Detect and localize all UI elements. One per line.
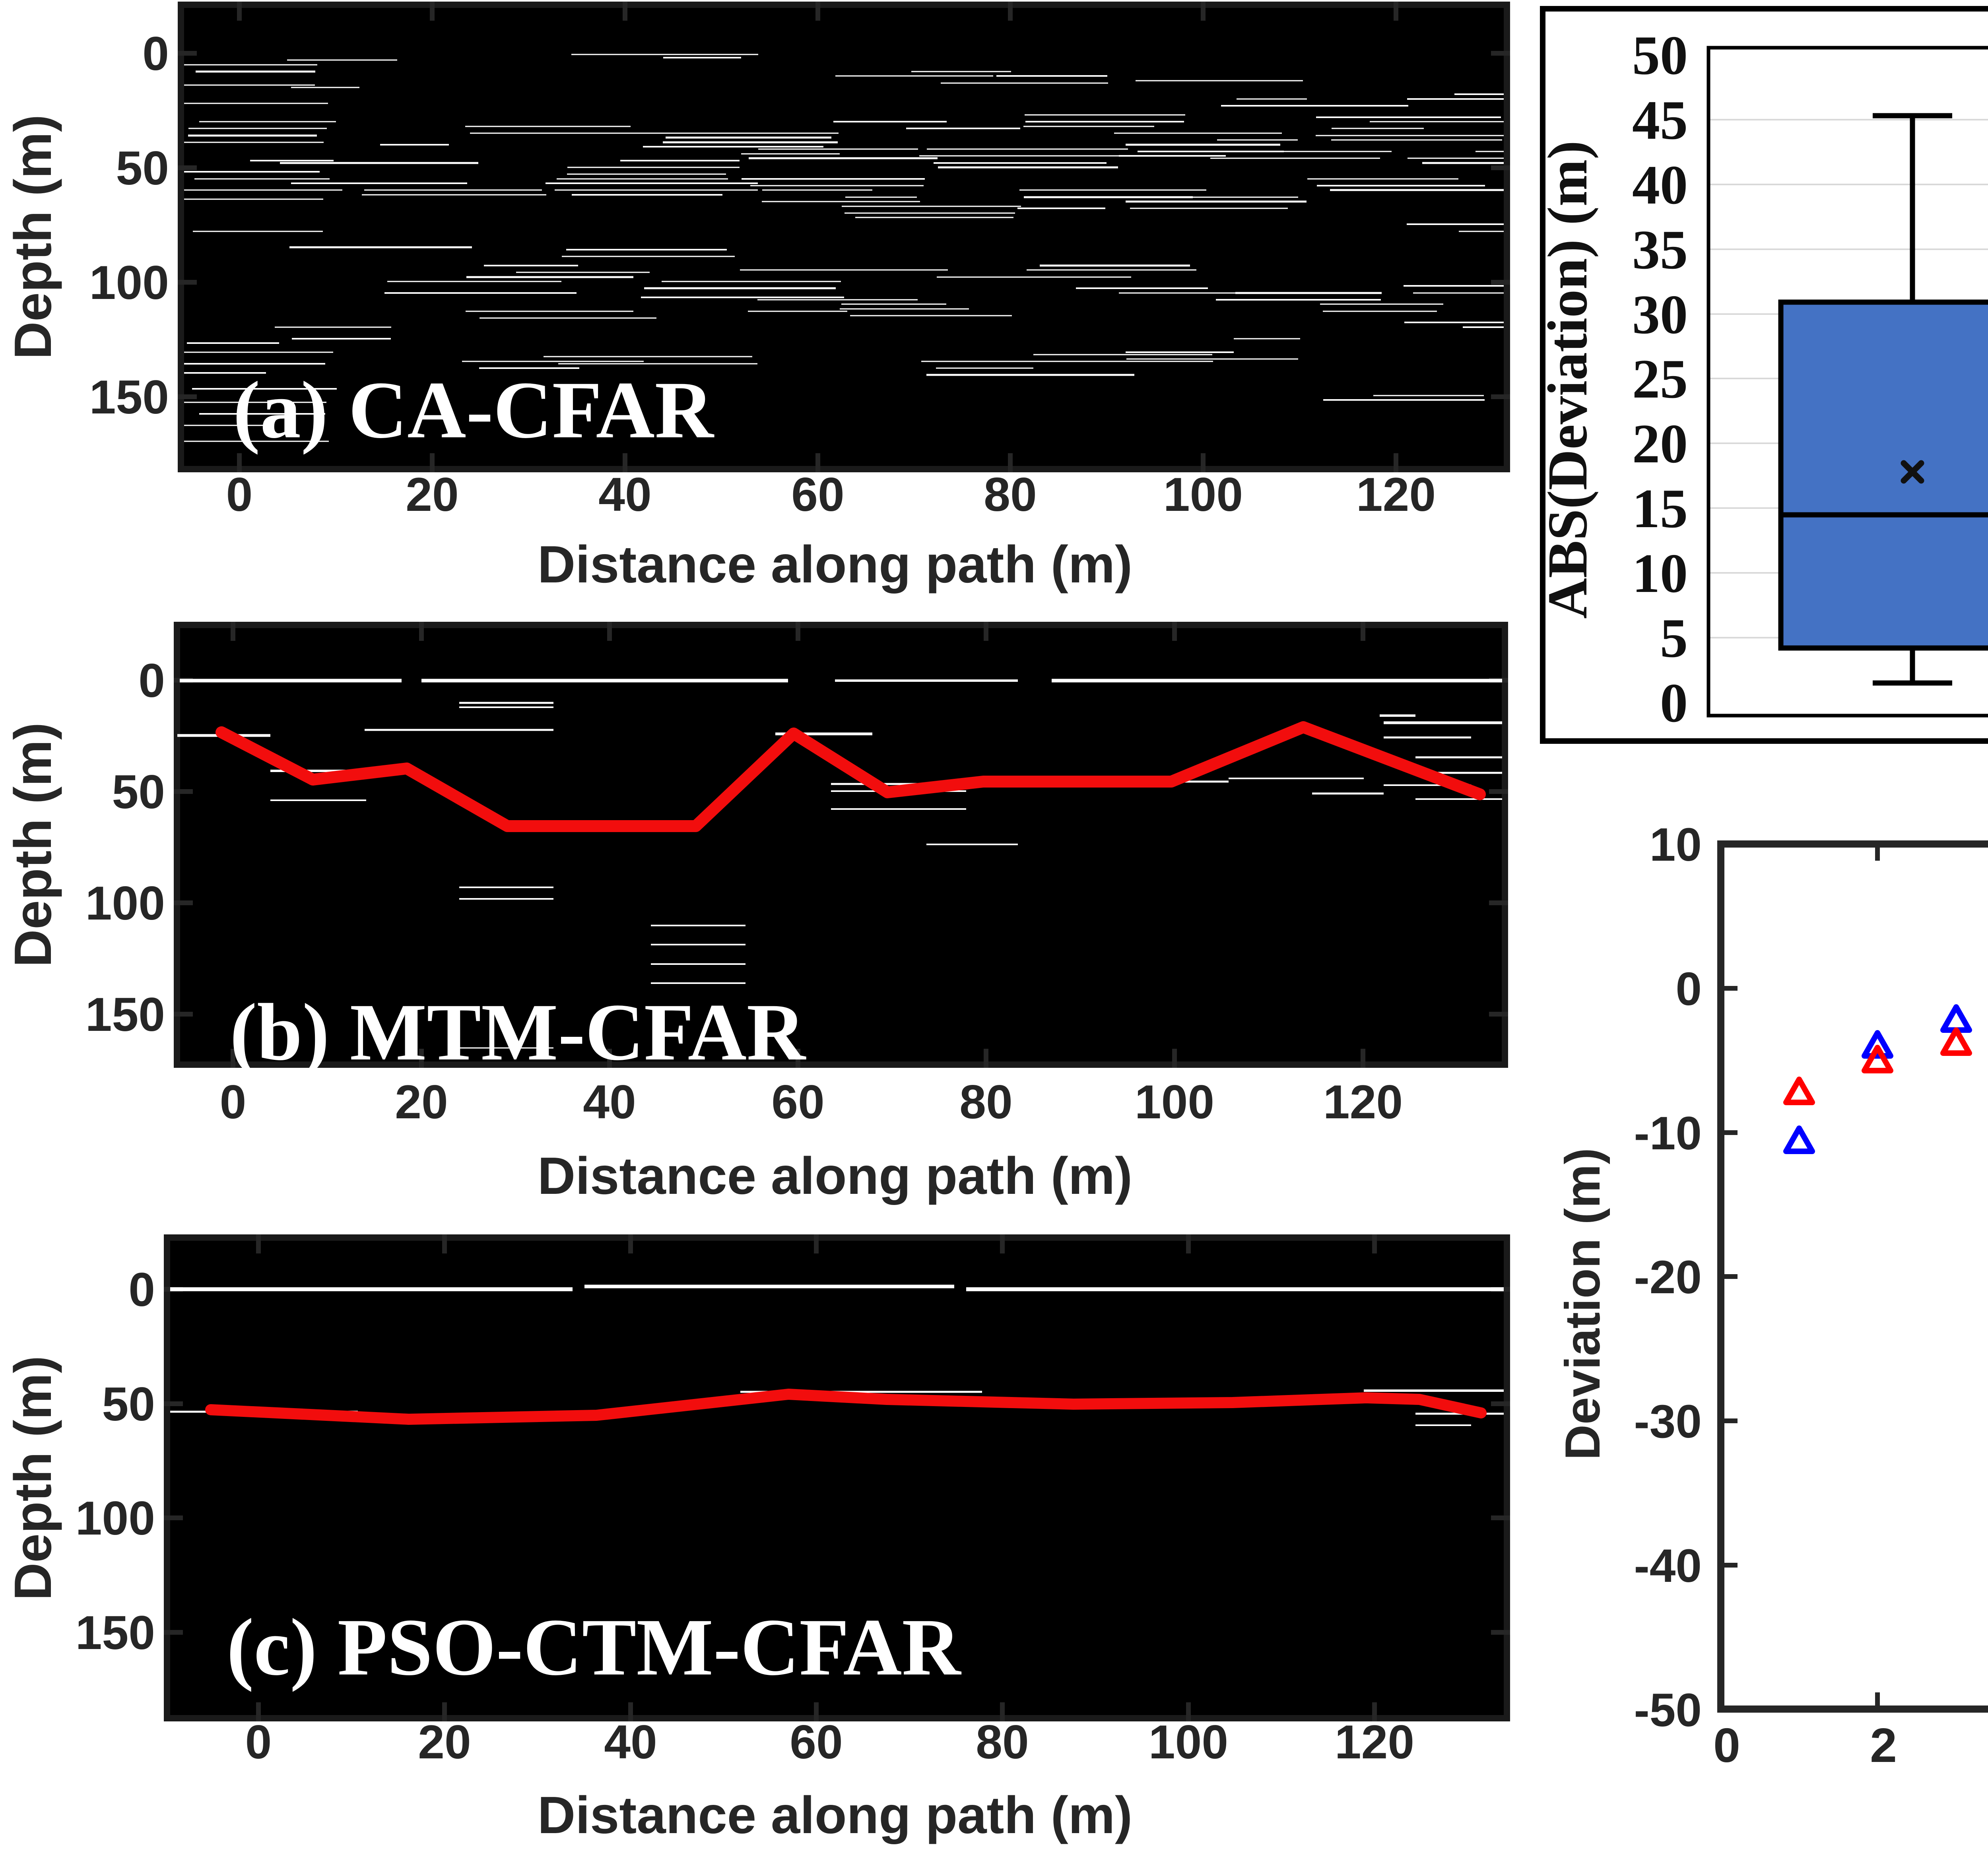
svg-text:(a) CA-CFAR: (a) CA-CFAR bbox=[233, 365, 714, 455]
svg-text:Deviation (m): Deviation (m) bbox=[1555, 1148, 1610, 1460]
svg-text:50: 50 bbox=[1632, 25, 1688, 86]
svg-text:40: 40 bbox=[598, 468, 651, 521]
svg-text:Depth (m): Depth (m) bbox=[4, 114, 62, 359]
svg-text:0: 0 bbox=[245, 1715, 272, 1769]
svg-text:45: 45 bbox=[1632, 89, 1688, 151]
svg-text:10: 10 bbox=[1632, 543, 1688, 604]
svg-text:100: 100 bbox=[1135, 1075, 1214, 1129]
svg-text:2: 2 bbox=[1870, 1718, 1897, 1772]
svg-text:150: 150 bbox=[76, 1606, 155, 1659]
svg-text:20: 20 bbox=[418, 1715, 471, 1769]
svg-text:0: 0 bbox=[142, 27, 169, 80]
svg-text:Distance along path (m): Distance along path (m) bbox=[538, 535, 1132, 594]
svg-text:60: 60 bbox=[771, 1075, 824, 1129]
svg-text:0: 0 bbox=[128, 1263, 155, 1316]
svg-text:100: 100 bbox=[85, 877, 165, 930]
svg-text:100: 100 bbox=[89, 256, 169, 309]
svg-text:20: 20 bbox=[395, 1075, 448, 1129]
svg-text:120: 120 bbox=[1323, 1075, 1403, 1129]
svg-text:0: 0 bbox=[1675, 963, 1702, 1015]
svg-text:120: 120 bbox=[1335, 1715, 1414, 1769]
svg-text:-10: -10 bbox=[1634, 1107, 1702, 1160]
svg-text:50: 50 bbox=[102, 1378, 155, 1431]
svg-text:(b) MTM-CFAR: (b) MTM-CFAR bbox=[230, 987, 806, 1077]
svg-text:80: 80 bbox=[984, 468, 1037, 521]
svg-text:-30: -30 bbox=[1634, 1395, 1702, 1448]
svg-text:-40: -40 bbox=[1634, 1540, 1702, 1592]
svg-text:20: 20 bbox=[1632, 413, 1688, 475]
svg-text:150: 150 bbox=[85, 988, 165, 1041]
svg-text:30: 30 bbox=[1632, 284, 1688, 345]
svg-text:100: 100 bbox=[76, 1492, 155, 1545]
svg-text:60: 60 bbox=[790, 1715, 843, 1769]
svg-text:0: 0 bbox=[1660, 672, 1688, 734]
svg-text:15: 15 bbox=[1632, 478, 1688, 539]
svg-text:Distance along path (m): Distance along path (m) bbox=[538, 1147, 1132, 1205]
svg-text:Depth (m): Depth (m) bbox=[4, 1356, 62, 1601]
svg-text:50: 50 bbox=[116, 142, 169, 195]
svg-text:-20: -20 bbox=[1634, 1251, 1702, 1304]
svg-text:0: 0 bbox=[1713, 1718, 1740, 1772]
svg-text:-50: -50 bbox=[1634, 1684, 1702, 1737]
svg-text:Distance along path (m): Distance along path (m) bbox=[538, 1786, 1132, 1844]
svg-text:0: 0 bbox=[220, 1075, 247, 1129]
svg-text:25: 25 bbox=[1632, 348, 1688, 410]
svg-text:10: 10 bbox=[1650, 819, 1702, 871]
svg-text:80: 80 bbox=[976, 1715, 1029, 1769]
svg-text:80: 80 bbox=[959, 1075, 1012, 1129]
svg-text:150: 150 bbox=[89, 371, 169, 424]
svg-text:40: 40 bbox=[1632, 154, 1688, 216]
svg-text:100: 100 bbox=[1149, 1715, 1228, 1769]
svg-text:20: 20 bbox=[406, 468, 458, 521]
svg-text:0: 0 bbox=[226, 468, 253, 521]
svg-text:120: 120 bbox=[1356, 468, 1436, 521]
svg-text:(c) PSO-CTM-CFAR: (c) PSO-CTM-CFAR bbox=[227, 1602, 961, 1692]
svg-text:40: 40 bbox=[583, 1075, 636, 1129]
svg-text:35: 35 bbox=[1632, 219, 1688, 281]
svg-text:40: 40 bbox=[604, 1715, 657, 1769]
svg-text:0: 0 bbox=[138, 654, 165, 707]
svg-text:Depth (m): Depth (m) bbox=[4, 722, 62, 967]
svg-text:60: 60 bbox=[791, 468, 844, 521]
svg-text:5: 5 bbox=[1660, 607, 1688, 669]
svg-text:100: 100 bbox=[1163, 468, 1243, 521]
svg-text:50: 50 bbox=[112, 765, 165, 819]
svg-text:ABS(Deviation) (m): ABS(Deviation) (m) bbox=[1536, 141, 1599, 619]
